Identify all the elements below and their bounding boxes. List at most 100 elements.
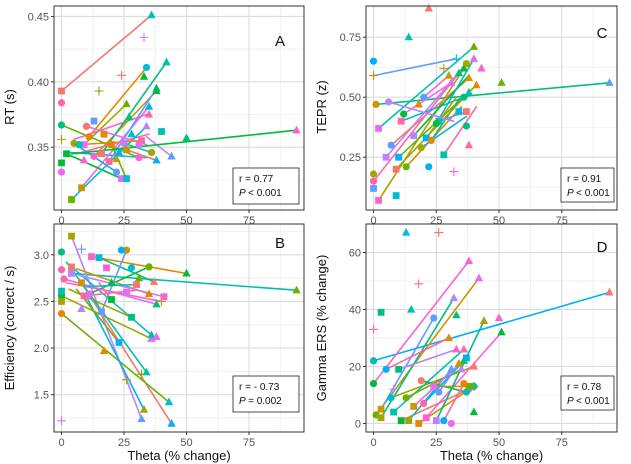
data-point-square [377, 414, 385, 422]
series-line [380, 317, 435, 411]
data-point-square [95, 254, 103, 261]
data-point-square [88, 253, 95, 261]
panel-c-y-axis-label: TEPR (z) [314, 80, 329, 133]
data-point-circle [85, 133, 93, 141]
data-point-circle [369, 357, 378, 365]
y-tick-label: 1.5 [34, 390, 49, 402]
data-point-triangle [479, 316, 489, 324]
data-point-circle [120, 139, 128, 147]
series-line [100, 61, 168, 155]
data-point-triangle [292, 285, 301, 294]
series-line [443, 106, 478, 156]
data-point-square [395, 153, 403, 161]
data-point-circle [142, 63, 151, 72]
stats-box-frame [232, 375, 300, 413]
data-point-circle [435, 388, 443, 396]
data-point-triangle [144, 102, 154, 110]
panel-b-x-axis: 0 25 50 75 [58, 432, 255, 449]
stats-r-value: r = 0.77 [239, 174, 274, 185]
data-point-circle [57, 266, 66, 274]
data-point-square [115, 339, 123, 346]
data-point-cross [369, 324, 379, 334]
data-point-square [415, 420, 423, 427]
data-point-triangle [469, 361, 479, 370]
data-point-circle [387, 141, 395, 149]
data-point-square [68, 263, 75, 271]
data-point-triangle [152, 86, 161, 95]
panel-b-points [57, 232, 301, 427]
data-point-circle [462, 122, 470, 130]
x-tick-label: 50 [493, 437, 505, 449]
data-point-square [128, 313, 135, 321]
data-point-triangle [182, 133, 191, 142]
data-point-circle [427, 136, 435, 144]
data-point-triangle [464, 256, 474, 265]
data-point-cross [451, 54, 461, 64]
y-tick-label: 0.25 [340, 152, 361, 164]
series-line [377, 67, 465, 202]
data-point-square [397, 117, 405, 125]
data-point-triangle [447, 364, 456, 373]
stats-box-frame [560, 167, 615, 203]
data-point-circle [145, 263, 153, 271]
data-point-square [463, 108, 470, 115]
data-point-cross [369, 71, 379, 81]
series-line [145, 135, 173, 158]
y-tick-label: 0.45 [28, 11, 49, 23]
data-point-triangle [452, 344, 461, 353]
x-tick-label: 25 [118, 437, 130, 449]
series-line [443, 382, 465, 422]
series-line [85, 295, 145, 411]
data-point-circle [447, 419, 455, 428]
y-tick-label: 3.0 [34, 250, 49, 262]
data-point-cross [137, 369, 146, 379]
data-point-circle [90, 152, 98, 160]
data-point-square [422, 414, 430, 422]
data-point-triangle [144, 109, 154, 118]
y-tick-label: 0.35 [28, 142, 49, 154]
panel-a-points [57, 10, 301, 203]
series-line [98, 256, 155, 283]
data-point-square [63, 150, 70, 158]
data-point-square [90, 117, 98, 125]
data-point-triangle [447, 78, 456, 86]
data-point-circle [420, 93, 428, 101]
data-point-square [375, 125, 382, 132]
data-point-circle [384, 98, 393, 106]
series-line [377, 45, 475, 130]
y-tick-label: 2.5 [34, 296, 49, 308]
y-tick-label: 0 [355, 418, 361, 430]
data-point-cross [414, 279, 424, 289]
stats-r-value: r = 0.91 [567, 174, 602, 185]
data-point-circle [402, 394, 410, 402]
data-point-triangle [444, 71, 454, 79]
data-point-cross [57, 134, 66, 144]
stats-r-value: r = 0.78 [567, 382, 602, 393]
data-point-square [395, 365, 403, 373]
series-line [430, 98, 460, 142]
x-tick-label: 75 [556, 437, 568, 449]
series-line [392, 348, 465, 413]
data-point-square [410, 132, 418, 139]
data-point-cross [439, 63, 449, 73]
data-point-square [80, 292, 88, 300]
data-point-square [68, 232, 75, 240]
series-line [372, 260, 470, 385]
x-tick-label: 25 [430, 437, 442, 449]
data-point-circle [60, 275, 68, 283]
x-tick-label: 75 [243, 437, 255, 449]
series-line [385, 62, 468, 158]
panel-d-y-axis-label: Gamma ERS (% change) [314, 255, 329, 402]
data-point-square [78, 279, 85, 287]
data-point-triangle [292, 125, 301, 134]
data-point-triangle [497, 78, 506, 86]
data-point-circle [460, 93, 468, 101]
series-line [372, 57, 458, 77]
data-point-circle [387, 394, 395, 402]
data-point-square [98, 308, 105, 316]
data-point-circle [57, 309, 66, 318]
series-line [385, 337, 450, 371]
data-point-square [108, 141, 115, 149]
data-point-circle [440, 417, 448, 425]
data-point-triangle [406, 304, 416, 313]
